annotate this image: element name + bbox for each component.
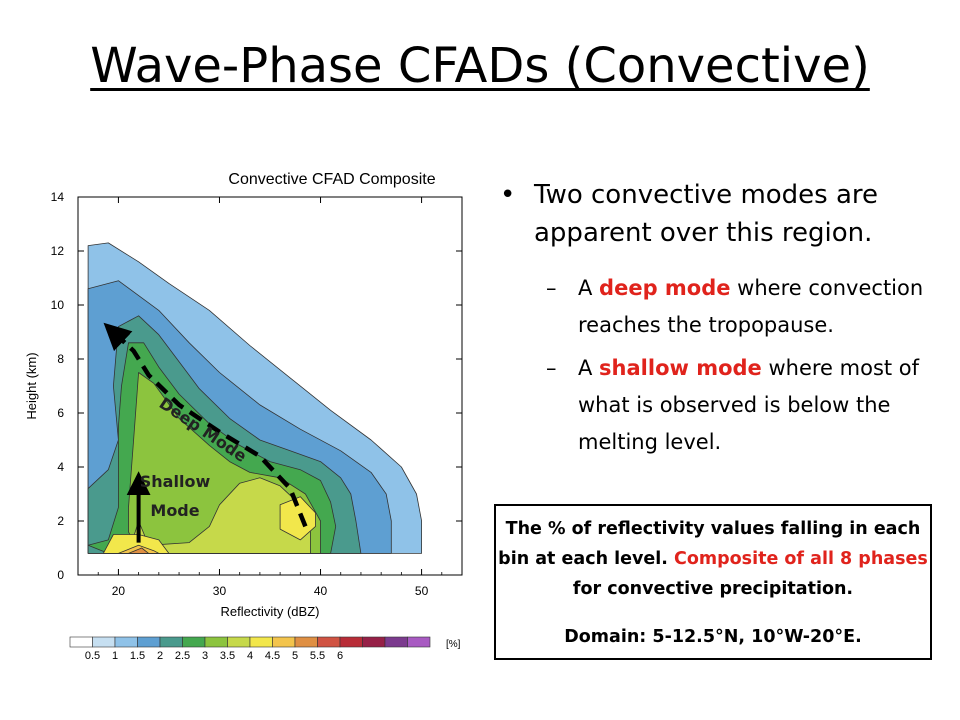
x-tick-label: 30: [213, 584, 227, 598]
colorbar-tick-label: 1.5: [130, 650, 145, 662]
slide-title: Wave-Phase CFADs (Convective): [90, 38, 870, 94]
colorbar-tick-label: 3: [202, 650, 208, 662]
caption-box: The % of reflectivity values falling in …: [494, 504, 932, 660]
dash-icon: –: [546, 276, 557, 300]
colorbar-swatch: [204, 636, 228, 648]
colorbar-unit: [%]: [446, 639, 461, 650]
colorbar-swatch: [339, 636, 363, 648]
colorbar-tick-label: 0.5: [85, 650, 100, 662]
sub-bullet-suffix: where most of what is observed is below …: [578, 356, 920, 454]
caption-domain: Domain: 5-12.5°N, 10°W-20°E.: [564, 627, 862, 647]
y-tick-label: 12: [51, 244, 65, 258]
colorbar: 0.5 1 1.5 2 2.5 3 3.5 4 4.5 5 5.5 6 [%]: [69, 636, 461, 662]
colorbar-swatch: [317, 636, 341, 648]
y-tick-label: 8: [57, 352, 64, 366]
y-tick-label: 10: [51, 298, 65, 312]
colorbar-tick-label: 1: [112, 650, 118, 662]
shallow-mode-highlight: shallow mode: [599, 356, 762, 380]
colorbar-swatch: [182, 636, 206, 648]
colorbar-swatch: [272, 636, 296, 648]
deep-mode-highlight: deep mode: [599, 276, 731, 300]
colorbar-swatch: [114, 636, 138, 648]
caption-highlight: Composite of all 8 phases: [674, 549, 928, 569]
deep-mode-arrow: [103, 322, 308, 528]
y-axis-label: Height (km): [24, 352, 39, 419]
axis-ticks: 20 30 40 50 0 2 4 6 8 10 12 14: [51, 190, 462, 598]
y-tick-label: 14: [51, 190, 65, 204]
colorbar-tick-label: 2: [157, 650, 163, 662]
colorbar-swatch: [69, 636, 93, 648]
y-tick-label: 2: [57, 514, 64, 528]
colorbar-swatch: [294, 636, 318, 648]
y-tick-label: 6: [57, 406, 64, 420]
chart-title: Convective CFAD Composite: [228, 171, 435, 188]
sub-bullet-suffix: where convection reaches the tropopause.: [578, 276, 924, 337]
x-axis-label: Reflectivity (dBZ): [221, 604, 320, 619]
contour-region: [279, 496, 316, 541]
sub-bullet-shallow: – A shallow mode where most of what is o…: [500, 350, 940, 461]
colorbar-swatch: [137, 636, 161, 648]
colorbar-swatch: [92, 636, 116, 648]
sub-bullet-prefix: A: [578, 276, 600, 300]
colorbar-tick-label: 5: [292, 650, 298, 662]
caption-text: The % of reflectivity values falling in …: [498, 519, 921, 569]
colorbar-swatch: [249, 636, 273, 648]
colorbar-swatch: [159, 636, 183, 648]
contour-region: [128, 477, 311, 554]
x-tick-label: 20: [112, 584, 126, 598]
contour-region: [128, 547, 150, 554]
x-tick-label: 40: [314, 584, 328, 598]
y-tick-label: 4: [57, 460, 64, 474]
dash-icon: –: [546, 356, 557, 380]
caption-text-end: for convective precipitation.: [572, 579, 854, 599]
colorbar-tick-label: 2.5: [175, 650, 190, 662]
bullet-main-text: Two convective modes are apparent over t…: [534, 180, 879, 248]
colorbar-tick-label: 3.5: [220, 650, 235, 662]
colorbar-tick-label: 5.5: [310, 650, 325, 662]
colorbar-swatch: [362, 636, 386, 648]
colorbar-tick-label: 4: [247, 650, 253, 662]
colorbar-swatch: [227, 636, 251, 648]
colorbar-swatch: [384, 636, 408, 648]
sub-bullet-prefix: A: [578, 356, 600, 380]
sub-bullet-deep: – A deep mode where convection reaches t…: [500, 270, 940, 344]
shallow-mode-label: Shallow: [140, 472, 211, 491]
colorbar-tick-label: 6: [337, 650, 343, 662]
contour-fills: [87, 242, 423, 554]
colorbar-tick-label: 4.5: [265, 650, 280, 662]
y-tick-label: 0: [57, 568, 64, 582]
bullet-dot-icon: •: [500, 180, 516, 210]
x-tick-label: 50: [415, 584, 429, 598]
colorbar-swatch: [407, 636, 431, 648]
bullet-list: • Two convective modes are apparent over…: [500, 176, 940, 467]
plot-frame: [77, 196, 463, 576]
shallow-mode-label: Mode: [150, 501, 199, 520]
bullet-main: • Two convective modes are apparent over…: [500, 176, 940, 252]
